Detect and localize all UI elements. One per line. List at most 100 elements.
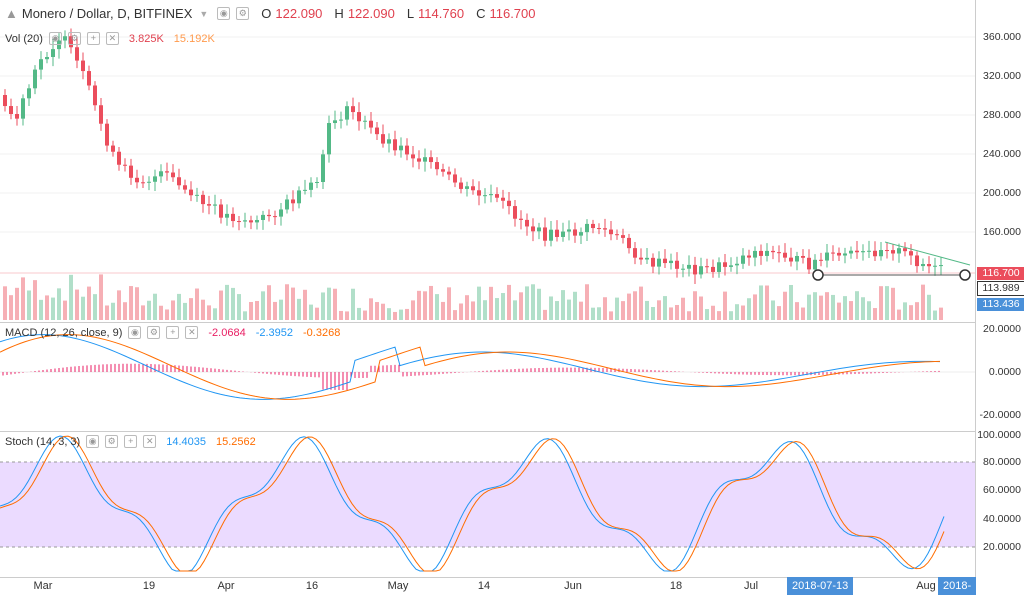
settings-icon[interactable]: ⚙ <box>105 435 119 448</box>
candle-body <box>219 204 223 218</box>
macd-pane[interactable]: MACD (12, 26, close, 9) ◉ ⚙ + ✕ -2.0684 … <box>0 322 975 432</box>
stoch-tick: 20.0000 <box>983 541 1021 553</box>
volume-bar <box>825 292 829 320</box>
volume-bar <box>939 307 943 320</box>
volume-bar <box>897 309 901 320</box>
volume-bar <box>513 300 517 320</box>
volume-bar <box>933 310 937 320</box>
volume-label[interactable]: Vol (20) <box>5 32 43 45</box>
candle-body <box>369 120 373 128</box>
candle-body <box>837 252 841 256</box>
candle-body <box>543 227 547 241</box>
add-icon[interactable]: + <box>86 32 100 45</box>
volume-bar <box>717 311 721 320</box>
price-pane[interactable]: ▲ Monero / Dollar, D, BITFINEX ▼ ◉ ⚙ O 12… <box>0 0 975 323</box>
eye-icon[interactable]: ◉ <box>217 7 231 20</box>
settings-icon[interactable]: ⚙ <box>236 7 250 20</box>
candle-body <box>147 181 151 183</box>
price-tick: 160.000 <box>983 226 1021 238</box>
candle-body <box>225 213 229 218</box>
settings-icon[interactable]: ⚙ <box>67 32 81 45</box>
price-tick: 320.000 <box>983 70 1021 82</box>
candle-body <box>915 255 919 267</box>
volume-bar <box>345 311 349 320</box>
candle-body <box>387 139 391 144</box>
candle-body <box>765 250 769 256</box>
symbol-title[interactable]: Monero / Dollar, D, BITFINEX <box>21 6 193 21</box>
close-icon[interactable]: ✕ <box>105 32 119 45</box>
candle-body <box>111 145 115 152</box>
stoch-k-value: 14.4035 <box>166 435 206 448</box>
candle-body <box>333 120 337 124</box>
volume-bar <box>723 291 727 320</box>
stoch-chart[interactable] <box>0 431 975 577</box>
high-value: 122.090 <box>347 6 395 21</box>
volume-bar <box>801 307 805 320</box>
candle-body <box>795 255 799 262</box>
time-label: Mar <box>33 580 53 592</box>
stoch-band <box>0 462 975 547</box>
volume-bar <box>141 305 145 320</box>
eye-icon[interactable]: ◉ <box>48 32 62 45</box>
candle-body <box>273 216 277 218</box>
price-tick: 360.000 <box>983 31 1021 43</box>
candle-body <box>927 264 931 267</box>
eye-icon[interactable]: ◉ <box>128 326 142 339</box>
close-icon[interactable]: ✕ <box>143 435 157 448</box>
candle-body <box>939 265 943 267</box>
stoch-label[interactable]: Stoch (14, 3, 3) <box>5 435 81 448</box>
add-icon[interactable]: + <box>124 435 138 448</box>
candle-body <box>783 252 787 258</box>
volume-bar <box>255 300 259 320</box>
volume-bar <box>699 296 703 320</box>
settings-icon[interactable]: ⚙ <box>147 326 161 339</box>
eye-icon[interactable]: ◉ <box>86 435 100 448</box>
macd-chart[interactable] <box>0 322 975 431</box>
volume-bar <box>753 294 757 320</box>
candle-body <box>465 186 469 189</box>
candle-body <box>453 174 457 183</box>
time-label: Jun <box>564 580 582 592</box>
stoch-pane[interactable]: Stoch (14, 3, 3) ◉ ⚙ + ✕ 14.4035 15.2562 <box>0 431 975 578</box>
candle-body <box>573 229 577 236</box>
macd-label[interactable]: MACD (12, 26, close, 9) <box>5 326 123 339</box>
time-label: 14 <box>477 580 491 592</box>
candle-body <box>513 206 517 219</box>
candle-body <box>321 154 325 182</box>
candle-body <box>933 265 937 267</box>
time-label: Aug <box>916 580 936 592</box>
candle-body <box>117 151 121 165</box>
volume-bar <box>483 300 487 320</box>
candle-body <box>243 220 247 222</box>
volume-bar <box>777 306 781 320</box>
volume-bar <box>567 299 571 320</box>
macd-line-value: -2.3952 <box>255 326 293 339</box>
candle-body <box>651 257 655 267</box>
volume-bar <box>75 289 79 320</box>
stoch-axis[interactable]: 100.0000 80.0000 60.0000 40.0000 20.0000 <box>975 429 1024 577</box>
volume-bar <box>243 311 247 320</box>
add-icon[interactable]: + <box>166 326 180 339</box>
price-chart[interactable] <box>0 0 975 322</box>
volume-bar <box>435 294 439 320</box>
volume-bar <box>51 297 55 320</box>
price-axis[interactable]: 360.000 320.000 280.000 240.000 200.000 … <box>975 0 1024 322</box>
candle-body <box>177 177 181 186</box>
lower-price-badge: 113.436 <box>977 298 1024 311</box>
volume-bar <box>117 290 121 320</box>
macd-axis[interactable]: 20.0000 0.0000 -20.0000 <box>975 322 1024 432</box>
collapse-icon[interactable]: ▲ <box>5 6 18 21</box>
time-axis[interactable]: Mar 19 Apr 16 May 14 Jun 18 Jul Aug 2018… <box>0 577 977 610</box>
close-icon[interactable]: ✕ <box>185 326 199 339</box>
candle-body <box>171 172 175 178</box>
candle-body <box>891 250 895 254</box>
candle-body <box>771 250 775 253</box>
volume-bar <box>393 311 397 320</box>
candle-body <box>183 185 187 190</box>
chevron-down-icon[interactable]: ▼ <box>199 8 209 19</box>
volume-bar <box>609 311 613 320</box>
volume-bar <box>903 302 907 320</box>
volume-bar <box>189 298 193 320</box>
candle-body <box>339 119 343 121</box>
volume-bar <box>411 300 415 320</box>
